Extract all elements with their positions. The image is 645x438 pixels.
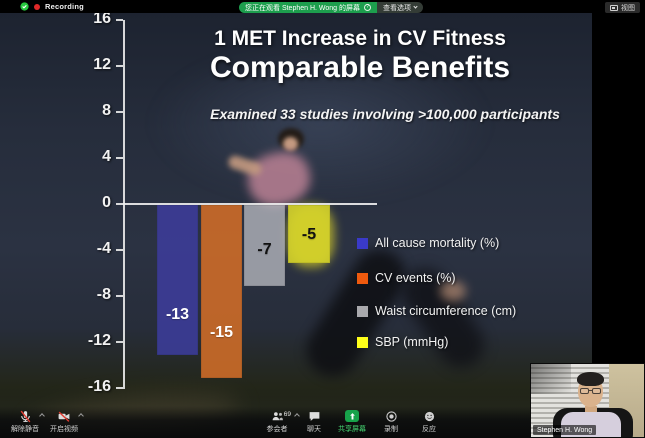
slide-subtitle: Comparable Benefits — [209, 51, 511, 84]
photo-yellow-patch — [288, 205, 334, 267]
watching-banner: 您正在观看 Stephen H. Wong 的屏幕 ? — [239, 2, 378, 13]
person-glasses — [580, 388, 602, 394]
person-hair — [577, 372, 604, 386]
slide-note: Examined 33 studies involving >100,000 p… — [210, 106, 560, 122]
record-icon — [385, 409, 398, 423]
recording-dot-icon — [34, 3, 40, 10]
photo-runner-knee — [440, 281, 466, 301]
chevron-up-icon[interactable] — [78, 413, 84, 419]
reactions-button[interactable]: 反应 — [406, 409, 452, 437]
layout-view-icon — [610, 4, 618, 11]
participants-label: 参会者 — [266, 426, 288, 433]
info-circle-icon: ? — [364, 4, 372, 11]
view-button-label: 视图 — [621, 4, 635, 12]
chat-bubble-icon — [308, 409, 321, 423]
participants-count-badge: 69 — [283, 411, 291, 418]
photo-runner-top — [242, 146, 316, 212]
screen-share-banner: 您正在观看 Stephen H. Wong 的屏幕 ? 查看选项 — [239, 2, 424, 13]
share-screen-label: 共享屏幕 — [338, 426, 366, 433]
photo-runner-face — [283, 137, 298, 151]
reactions-label: 反应 — [422, 426, 436, 433]
participant-video-tile[interactable]: Stephen H. Wong — [530, 363, 645, 438]
recording-indicator: Recording — [20, 1, 84, 12]
slide-title: 1 MET Increase in CV Fitness — [214, 27, 506, 50]
start-video-button[interactable]: 开启视频 — [41, 409, 87, 437]
photo-runner-hair — [278, 128, 304, 150]
photo-runner-arm — [226, 154, 264, 177]
recording-label: Recording — [45, 2, 84, 11]
watching-text: 您正在观看 Stephen H. Wong 的屏幕 — [245, 4, 361, 12]
photo-runner-leg — [393, 259, 493, 377]
view-options-button[interactable]: 查看选项 — [377, 2, 424, 13]
share-screen-icon — [345, 409, 359, 423]
participant-name-tag: Stephen H. Wong — [533, 425, 597, 435]
unmute-label: 解除静音 — [11, 426, 39, 433]
chevron-down-icon — [413, 4, 418, 9]
microphone-muted-icon — [19, 409, 32, 423]
encryption-shield-icon — [20, 2, 29, 11]
view-options-label: 查看选项 — [383, 4, 412, 12]
participants-icon — [270, 409, 285, 423]
record-label: 录制 — [384, 426, 398, 433]
chat-label: 聊天 — [307, 426, 321, 433]
reactions-smiley-icon — [423, 409, 436, 423]
view-button[interactable]: 视图 — [605, 2, 640, 13]
start-video-label: 开启视频 — [50, 426, 78, 433]
video-background-shade — [531, 364, 571, 394]
meeting-topbar: Recording 您正在观看 Stephen H. Wong 的屏幕 ? 查看… — [0, 0, 645, 13]
camera-off-icon — [57, 409, 71, 423]
photo-runner-leg — [296, 239, 416, 387]
